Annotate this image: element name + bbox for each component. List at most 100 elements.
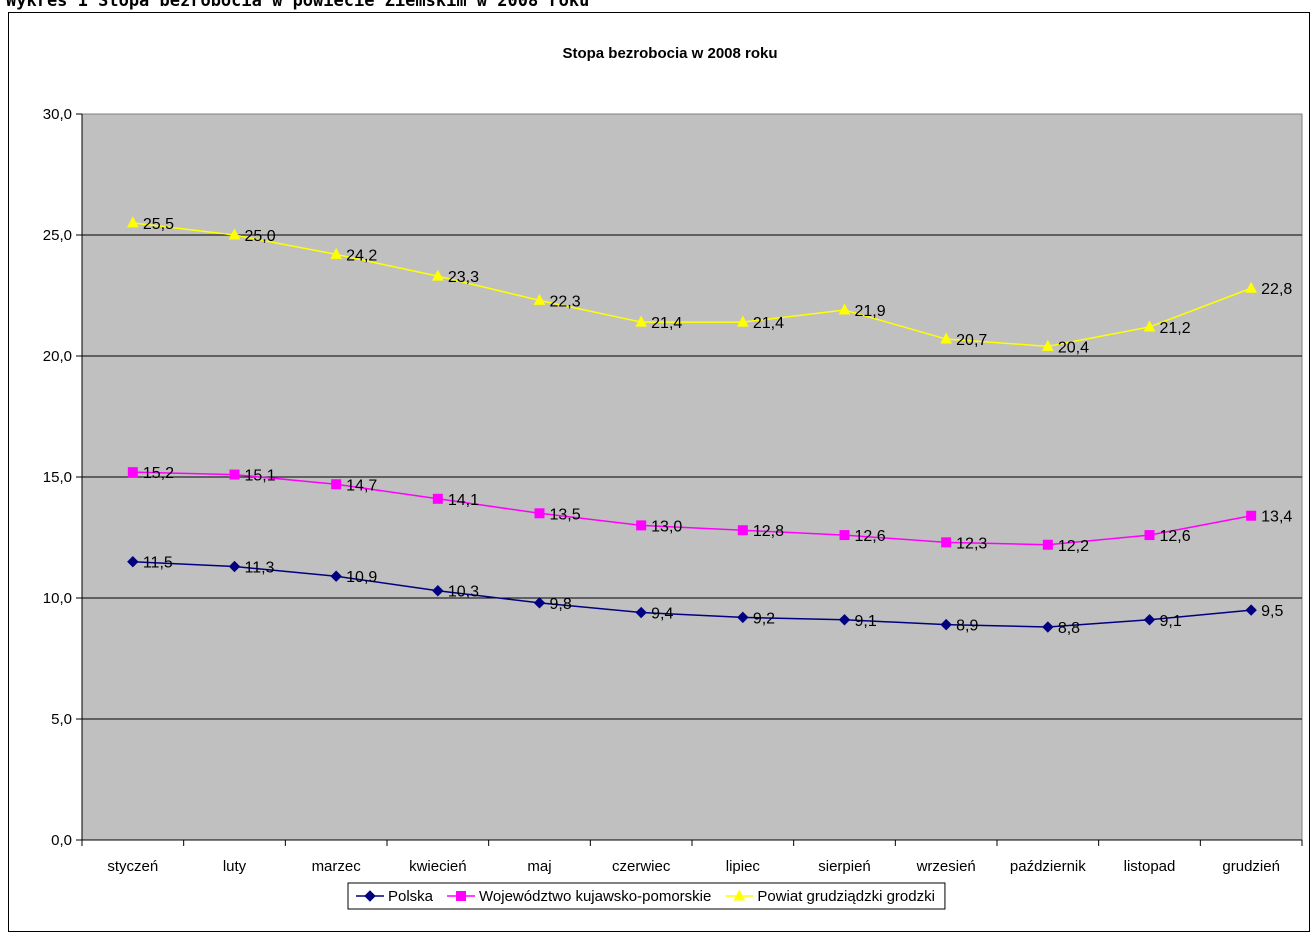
data-label: 15,1 [245, 468, 276, 485]
data-point [1245, 604, 1257, 616]
data-label: 25,5 [143, 216, 174, 233]
x-tick-label: styczeń [107, 858, 158, 875]
data-point [635, 606, 647, 619]
data-label: 21,2 [1160, 320, 1191, 337]
data-point [330, 570, 342, 582]
figure-caption: Wykres 1 Stopa bezrobocia w powiecie Zie… [6, 0, 590, 11]
y-tick-label: 15,0 [43, 469, 72, 486]
data-label: 9,4 [651, 606, 673, 623]
x-tick-label: wrzesień [916, 858, 976, 875]
x-tick-label: marzec [312, 858, 362, 875]
data-point [1042, 539, 1053, 550]
data-point [127, 216, 139, 228]
legend-label: Polska [388, 888, 434, 905]
data-label: 12,2 [1058, 538, 1089, 555]
data-point [940, 618, 952, 631]
data-point [1144, 530, 1155, 541]
data-point [432, 269, 444, 281]
data-label: 12,8 [753, 523, 784, 540]
data-point [1042, 621, 1054, 633]
data-label: 11,3 [245, 560, 275, 577]
data-label: 9,5 [1261, 603, 1283, 620]
data-label: 13,4 [1261, 509, 1292, 526]
data-point [432, 493, 443, 504]
data-label: 22,3 [550, 293, 581, 310]
legend-marker [456, 891, 467, 901]
data-label: 22,8 [1261, 281, 1292, 298]
series-line [132, 471, 1252, 546]
data-point [229, 469, 240, 480]
data-point [737, 315, 749, 327]
y-tick-label: 5,0 [51, 711, 72, 728]
data-label: 9,1 [1160, 613, 1182, 630]
data-label: 10,9 [346, 569, 377, 586]
y-tick-label: 25,0 [43, 227, 72, 244]
data-label: 13,5 [550, 506, 581, 523]
data-label: 12,6 [1160, 528, 1191, 545]
data-label: 11,5 [143, 555, 173, 572]
data-point [1042, 339, 1054, 351]
data-label: 23,3 [448, 269, 479, 286]
data-point [127, 555, 139, 568]
data-point [127, 467, 138, 478]
legend-label: Województwo kujawsko-pomorskie [479, 888, 711, 905]
data-label: 9,2 [753, 610, 775, 627]
legend-marker [733, 889, 746, 901]
data-label: 12,6 [855, 528, 886, 545]
data-point [533, 293, 546, 305]
data-label: 9,8 [550, 596, 572, 613]
data-label: 20,4 [1058, 339, 1089, 356]
data-label: 20,7 [956, 332, 987, 349]
data-point [432, 585, 444, 597]
x-tick-label: maj [527, 858, 551, 875]
data-label: 14,1 [448, 492, 479, 509]
data-label: 24,2 [346, 247, 377, 264]
legend-marker [364, 890, 376, 902]
data-point [534, 508, 545, 519]
data-point [331, 479, 342, 490]
x-tick-label: listopad [1124, 858, 1176, 875]
data-point [228, 560, 241, 573]
chart-title: Stopa bezrobocia w 2008 roku [562, 45, 777, 62]
data-label: 12,3 [956, 535, 987, 552]
data-point [940, 332, 952, 344]
data-point [1143, 320, 1156, 332]
data-point [1143, 614, 1156, 626]
y-tick-label: 20,0 [43, 348, 72, 365]
data-label: 14,7 [346, 477, 377, 494]
data-label: 21,9 [855, 303, 886, 320]
data-point [941, 537, 952, 548]
data-label: 8,9 [956, 618, 978, 635]
data-point [533, 597, 546, 609]
data-point [330, 247, 342, 259]
x-tick-label: sierpień [818, 858, 871, 875]
data-point [636, 520, 647, 531]
x-tick-label: październik [1010, 858, 1086, 875]
data-point [838, 303, 851, 315]
y-tick-label: 30,0 [43, 106, 72, 123]
data-point [839, 530, 850, 541]
data-point [635, 315, 647, 327]
x-tick-label: kwiecień [409, 858, 467, 875]
data-point [737, 611, 749, 624]
legend-label: Powiat grudziądzki grodzki [757, 888, 935, 905]
data-label: 10,3 [448, 584, 479, 601]
x-tick-label: czerwiec [612, 858, 671, 875]
data-label: 21,4 [753, 315, 784, 332]
data-point [838, 614, 851, 626]
data-label: 25,0 [245, 228, 276, 245]
data-point [1246, 510, 1257, 521]
data-label: 8,8 [1058, 620, 1080, 637]
x-tick-label: lipiec [726, 858, 761, 875]
data-point [228, 228, 241, 240]
data-label: 15,2 [143, 465, 174, 482]
series-line [132, 222, 1252, 348]
x-tick-label: luty [223, 858, 247, 875]
y-tick-label: 0,0 [51, 832, 72, 849]
data-label: 21,4 [651, 315, 682, 332]
data-point [737, 525, 748, 536]
data-label: 9,1 [855, 613, 877, 630]
series-line [132, 560, 1252, 628]
data-point [1245, 281, 1257, 293]
